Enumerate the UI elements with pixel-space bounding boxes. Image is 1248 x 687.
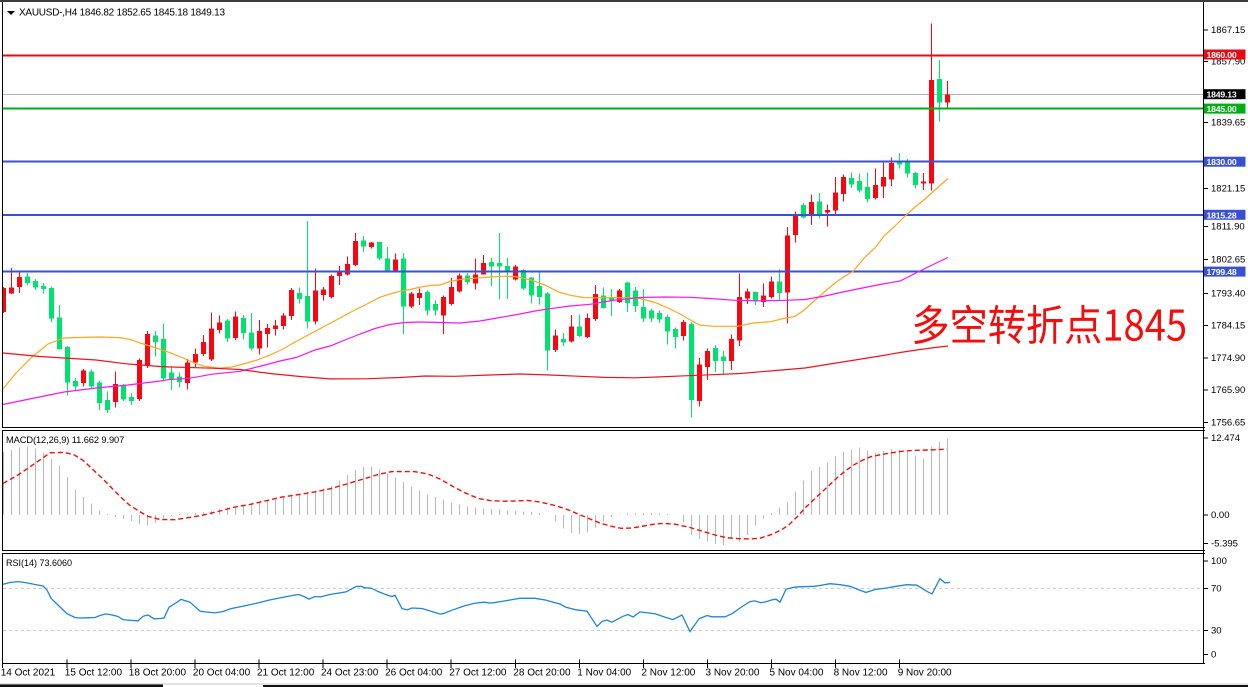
- svg-text:1765.90: 1765.90: [1211, 385, 1245, 396]
- svg-text:XAUUSD-,H4 1846.82 1852.65 18: XAUUSD-,H4 1846.82 1852.65 1845.18 1849.…: [19, 8, 225, 19]
- svg-text:5 Nov 04:00: 5 Nov 04:00: [770, 668, 824, 679]
- svg-text:1860.00: 1860.00: [1207, 50, 1237, 60]
- svg-text:0: 0: [1211, 649, 1216, 660]
- svg-text:14 Oct 2021: 14 Oct 2021: [1, 668, 56, 679]
- svg-text:9 Nov 20:00: 9 Nov 20:00: [898, 668, 952, 679]
- svg-text:30: 30: [1211, 626, 1222, 637]
- svg-text:1815.28: 1815.28: [1207, 210, 1237, 220]
- svg-text:1784.15: 1784.15: [1211, 321, 1245, 332]
- svg-text:1867.15: 1867.15: [1211, 25, 1245, 36]
- svg-text:1799.48: 1799.48: [1207, 267, 1237, 277]
- svg-text:100: 100: [1211, 556, 1227, 567]
- svg-text:-5.395: -5.395: [1211, 539, 1238, 550]
- svg-text:1774.90: 1774.90: [1211, 353, 1245, 364]
- svg-text:1756.65: 1756.65: [1211, 418, 1245, 429]
- svg-text:20 Oct 04:00: 20 Oct 04:00: [193, 668, 251, 679]
- svg-text:3 Nov 20:00: 3 Nov 20:00: [706, 668, 760, 679]
- svg-text:1845.00: 1845.00: [1207, 104, 1237, 114]
- svg-text:2 Nov 12:00: 2 Nov 12:00: [641, 668, 695, 679]
- svg-text:1857.90: 1857.90: [1211, 57, 1245, 68]
- svg-text:21 Oct 12:00: 21 Oct 12:00: [257, 668, 315, 679]
- svg-text:26 Oct 04:00: 26 Oct 04:00: [385, 668, 443, 679]
- svg-text:1811.90: 1811.90: [1211, 222, 1245, 233]
- svg-text:1821.15: 1821.15: [1211, 183, 1245, 194]
- svg-text:1802.65: 1802.65: [1211, 255, 1245, 266]
- svg-text:15 Oct 12:00: 15 Oct 12:00: [65, 668, 123, 679]
- svg-text:70: 70: [1211, 583, 1222, 594]
- svg-text:18 Oct 20:00: 18 Oct 20:00: [129, 668, 187, 679]
- svg-text:8 Nov 12:00: 8 Nov 12:00: [834, 668, 888, 679]
- svg-text:1830.00: 1830.00: [1207, 157, 1237, 167]
- svg-text:0.00: 0.00: [1211, 510, 1230, 521]
- svg-text:1849.13: 1849.13: [1207, 90, 1237, 100]
- svg-text:24 Oct 23:00: 24 Oct 23:00: [321, 668, 379, 679]
- svg-text:1839.65: 1839.65: [1211, 118, 1245, 129]
- svg-text:1793.40: 1793.40: [1211, 288, 1245, 299]
- svg-text:1 Nov 04:00: 1 Nov 04:00: [577, 668, 631, 679]
- svg-text:RSI(14) 73.6060: RSI(14) 73.6060: [6, 558, 72, 568]
- svg-text:MACD(12,26,9) 11.662 9.907: MACD(12,26,9) 11.662 9.907: [6, 435, 124, 445]
- svg-text:12.474: 12.474: [1211, 433, 1240, 444]
- svg-text:27 Oct 12:00: 27 Oct 12:00: [449, 668, 507, 679]
- svg-text:28 Oct 20:00: 28 Oct 20:00: [513, 668, 571, 679]
